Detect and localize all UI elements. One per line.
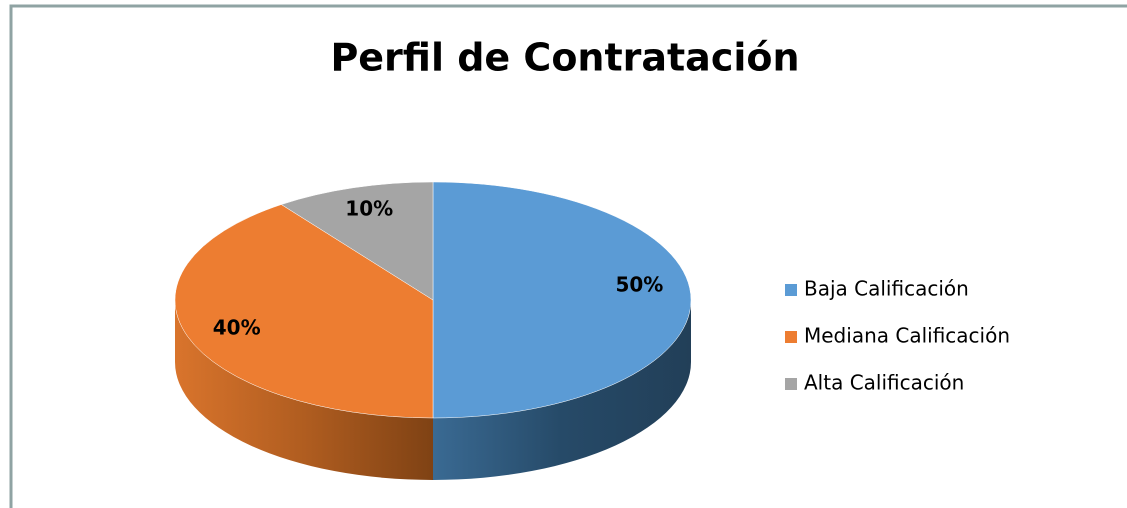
slice: [280, 181, 434, 301]
pie: 50% 40% 10%: [174, 181, 692, 480]
data-label: 50%: [615, 273, 663, 297]
slice-side: [175, 300, 433, 480]
data-label: 10%: [345, 197, 393, 221]
legend-label: Mediana Calificación: [804, 324, 1010, 348]
data-label: 40%: [213, 316, 261, 340]
chart-title: Perfil de Contratación: [330, 36, 799, 80]
slice: [174, 204, 434, 419]
slice: [432, 181, 692, 419]
legend-label: Alta Calificación: [804, 371, 964, 395]
legend-swatch: [785, 378, 797, 390]
legend-swatch: [785, 284, 797, 296]
frame: [9, 4, 1127, 508]
legend: Baja Calificación Mediana Calificación Alt…: [785, 277, 1010, 395]
legend-swatch: [785, 331, 797, 343]
slice-side: [433, 300, 691, 480]
legend-label: Baja Calificación: [804, 277, 969, 301]
